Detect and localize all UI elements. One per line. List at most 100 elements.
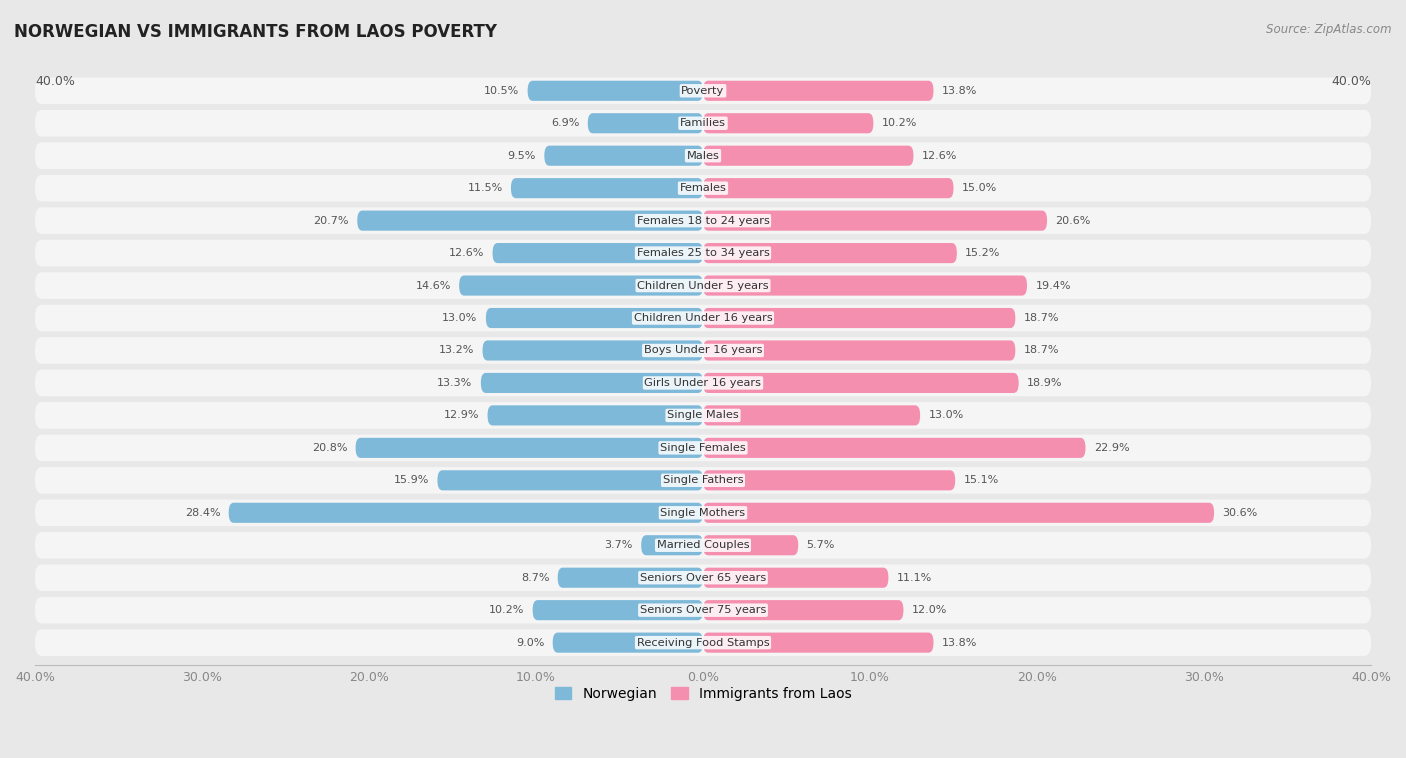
Text: 3.7%: 3.7% xyxy=(605,540,633,550)
Text: 8.7%: 8.7% xyxy=(520,573,550,583)
FancyBboxPatch shape xyxy=(35,110,1371,136)
Text: 12.6%: 12.6% xyxy=(449,248,484,258)
Text: Married Couples: Married Couples xyxy=(657,540,749,550)
Text: 19.4%: 19.4% xyxy=(1035,280,1071,290)
Text: Children Under 5 years: Children Under 5 years xyxy=(637,280,769,290)
Text: Children Under 16 years: Children Under 16 years xyxy=(634,313,772,323)
FancyBboxPatch shape xyxy=(481,373,703,393)
FancyBboxPatch shape xyxy=(35,532,1371,559)
FancyBboxPatch shape xyxy=(553,633,703,653)
FancyBboxPatch shape xyxy=(544,146,703,166)
Text: 22.9%: 22.9% xyxy=(1094,443,1129,453)
FancyBboxPatch shape xyxy=(35,597,1371,624)
FancyBboxPatch shape xyxy=(35,500,1371,526)
Text: Single Females: Single Females xyxy=(661,443,745,453)
FancyBboxPatch shape xyxy=(35,175,1371,202)
Text: 14.6%: 14.6% xyxy=(415,280,451,290)
Text: Females 18 to 24 years: Females 18 to 24 years xyxy=(637,215,769,226)
FancyBboxPatch shape xyxy=(703,633,934,653)
Text: Source: ZipAtlas.com: Source: ZipAtlas.com xyxy=(1267,23,1392,36)
FancyBboxPatch shape xyxy=(703,568,889,587)
Text: 10.2%: 10.2% xyxy=(882,118,917,128)
Text: 28.4%: 28.4% xyxy=(184,508,221,518)
FancyBboxPatch shape xyxy=(703,470,955,490)
FancyBboxPatch shape xyxy=(35,629,1371,656)
Text: 30.6%: 30.6% xyxy=(1222,508,1258,518)
FancyBboxPatch shape xyxy=(35,337,1371,364)
FancyBboxPatch shape xyxy=(703,178,953,199)
FancyBboxPatch shape xyxy=(35,370,1371,396)
Text: 12.6%: 12.6% xyxy=(922,151,957,161)
FancyBboxPatch shape xyxy=(703,503,1213,523)
Text: 9.5%: 9.5% xyxy=(508,151,536,161)
FancyBboxPatch shape xyxy=(588,113,703,133)
Text: Males: Males xyxy=(686,151,720,161)
FancyBboxPatch shape xyxy=(703,243,957,263)
FancyBboxPatch shape xyxy=(229,503,703,523)
Text: 40.0%: 40.0% xyxy=(35,74,75,88)
FancyBboxPatch shape xyxy=(35,402,1371,429)
Text: 10.5%: 10.5% xyxy=(484,86,519,96)
FancyBboxPatch shape xyxy=(35,305,1371,331)
Text: 6.9%: 6.9% xyxy=(551,118,579,128)
Text: 18.7%: 18.7% xyxy=(1024,313,1059,323)
Text: 9.0%: 9.0% xyxy=(516,637,544,647)
FancyBboxPatch shape xyxy=(510,178,703,199)
Text: 13.0%: 13.0% xyxy=(928,410,963,421)
Text: 20.8%: 20.8% xyxy=(312,443,347,453)
FancyBboxPatch shape xyxy=(357,211,703,230)
Text: 13.8%: 13.8% xyxy=(942,86,977,96)
FancyBboxPatch shape xyxy=(35,467,1371,493)
FancyBboxPatch shape xyxy=(703,211,1047,230)
FancyBboxPatch shape xyxy=(703,438,1085,458)
FancyBboxPatch shape xyxy=(558,568,703,587)
Text: Poverty: Poverty xyxy=(682,86,724,96)
FancyBboxPatch shape xyxy=(703,308,1015,328)
Text: 20.6%: 20.6% xyxy=(1056,215,1091,226)
Text: Females 25 to 34 years: Females 25 to 34 years xyxy=(637,248,769,258)
Text: NORWEGIAN VS IMMIGRANTS FROM LAOS POVERTY: NORWEGIAN VS IMMIGRANTS FROM LAOS POVERT… xyxy=(14,23,498,41)
Text: Seniors Over 65 years: Seniors Over 65 years xyxy=(640,573,766,583)
FancyBboxPatch shape xyxy=(527,80,703,101)
Text: 20.7%: 20.7% xyxy=(314,215,349,226)
FancyBboxPatch shape xyxy=(492,243,703,263)
Text: Girls Under 16 years: Girls Under 16 years xyxy=(644,378,762,388)
Text: 18.9%: 18.9% xyxy=(1026,378,1063,388)
FancyBboxPatch shape xyxy=(460,275,703,296)
FancyBboxPatch shape xyxy=(35,272,1371,299)
FancyBboxPatch shape xyxy=(488,406,703,425)
Text: Receiving Food Stamps: Receiving Food Stamps xyxy=(637,637,769,647)
FancyBboxPatch shape xyxy=(703,275,1026,296)
Text: 15.2%: 15.2% xyxy=(965,248,1001,258)
FancyBboxPatch shape xyxy=(703,146,914,166)
Text: Single Males: Single Males xyxy=(666,410,740,421)
FancyBboxPatch shape xyxy=(35,143,1371,169)
FancyBboxPatch shape xyxy=(533,600,703,620)
Text: 12.9%: 12.9% xyxy=(444,410,479,421)
Text: 11.1%: 11.1% xyxy=(897,573,932,583)
Text: Boys Under 16 years: Boys Under 16 years xyxy=(644,346,762,356)
Text: Single Fathers: Single Fathers xyxy=(662,475,744,485)
Legend: Norwegian, Immigrants from Laos: Norwegian, Immigrants from Laos xyxy=(548,681,858,706)
FancyBboxPatch shape xyxy=(703,113,873,133)
Text: 13.0%: 13.0% xyxy=(443,313,478,323)
Text: 5.7%: 5.7% xyxy=(807,540,835,550)
Text: 15.1%: 15.1% xyxy=(963,475,998,485)
Text: 12.0%: 12.0% xyxy=(911,605,948,615)
FancyBboxPatch shape xyxy=(486,308,703,328)
FancyBboxPatch shape xyxy=(356,438,703,458)
FancyBboxPatch shape xyxy=(703,535,799,556)
Text: 13.2%: 13.2% xyxy=(439,346,474,356)
FancyBboxPatch shape xyxy=(482,340,703,361)
FancyBboxPatch shape xyxy=(35,77,1371,104)
FancyBboxPatch shape xyxy=(35,208,1371,234)
FancyBboxPatch shape xyxy=(35,565,1371,591)
Text: 13.3%: 13.3% xyxy=(437,378,472,388)
FancyBboxPatch shape xyxy=(703,600,904,620)
Text: 40.0%: 40.0% xyxy=(1331,74,1371,88)
FancyBboxPatch shape xyxy=(437,470,703,490)
Text: Seniors Over 75 years: Seniors Over 75 years xyxy=(640,605,766,615)
FancyBboxPatch shape xyxy=(703,373,1019,393)
Text: Families: Families xyxy=(681,118,725,128)
Text: 11.5%: 11.5% xyxy=(467,183,502,193)
